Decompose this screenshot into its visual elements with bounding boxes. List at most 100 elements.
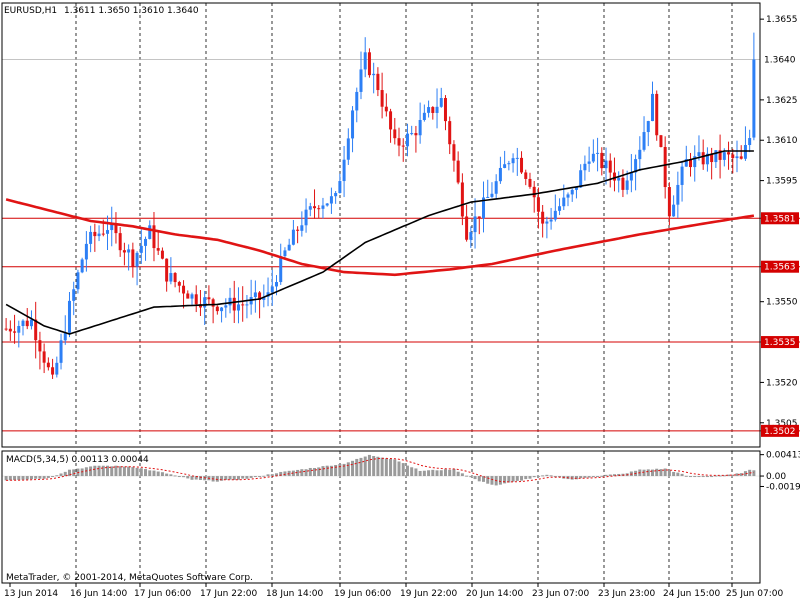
bear-candle (655, 93, 659, 136)
candles (4, 32, 756, 379)
bear-candle (173, 273, 177, 283)
bull-candle (638, 149, 642, 160)
macd-bar (34, 476, 38, 479)
bull-candle (494, 181, 498, 194)
macd-bar (127, 466, 131, 477)
bear-candle (296, 229, 300, 231)
bear-candle (13, 331, 17, 333)
macd-bar (13, 476, 17, 481)
time-tick-label: 17 Jun 06:00 (134, 589, 191, 599)
bull-candle (646, 121, 650, 133)
macd-bar (346, 462, 350, 477)
bull-candle (714, 150, 718, 163)
macd-bar (274, 473, 278, 477)
bear-candle (452, 144, 456, 161)
macd-bar (460, 473, 464, 477)
macd-bar (743, 471, 747, 477)
bull-candle (498, 167, 502, 182)
bear-candle (528, 178, 532, 187)
bull-candle (321, 205, 325, 209)
macd-bar (72, 469, 76, 477)
macd-bar (520, 476, 524, 481)
bull-candle (583, 163, 587, 171)
bull-candle (76, 272, 80, 290)
time-tick-label: 13 Jun 2014 (4, 589, 58, 599)
macd-bar (553, 476, 557, 478)
macd-bar (465, 475, 469, 477)
bear-candle (536, 197, 540, 212)
bear-candle (380, 90, 384, 107)
bull-candle (220, 307, 224, 312)
macd-bar (689, 476, 693, 478)
macd-bar (148, 470, 152, 477)
macd-bar (135, 467, 139, 477)
bear-candle (4, 328, 8, 330)
bull-candle (245, 304, 249, 306)
macd-bar (372, 456, 376, 477)
bull-candle (579, 170, 583, 188)
bull-candle (127, 249, 131, 253)
bear-candle (118, 233, 122, 251)
macd-bar (334, 465, 338, 477)
bull-candle (144, 238, 148, 246)
macd-bar (427, 470, 431, 477)
macd-bar (156, 471, 160, 477)
level-label: 1.3581 (764, 214, 796, 224)
bear-candle (477, 216, 481, 219)
horizontal-levels[interactable] (2, 217, 800, 432)
bull-candle (274, 282, 278, 287)
macd-bar (249, 476, 253, 478)
macd-bar (739, 473, 743, 477)
bear-candle (258, 292, 262, 300)
bear-candle (207, 297, 211, 300)
macd-bar (63, 471, 67, 477)
macd-bar (672, 471, 676, 477)
bull-candle (287, 244, 291, 251)
bull-candle (67, 300, 71, 333)
macd-bar (321, 466, 325, 477)
macd-bar (59, 473, 63, 477)
macd-bar (38, 476, 42, 479)
macd-bar (359, 457, 363, 477)
macd-bar (515, 476, 519, 481)
bear-candle (663, 146, 667, 188)
bull-candle (342, 159, 346, 182)
macd-bar (51, 476, 55, 478)
bull-candle (490, 193, 494, 197)
time-tick-label: 19 Jun 22:00 (400, 589, 457, 599)
macd-bar (397, 461, 401, 477)
bear-candle (8, 328, 12, 332)
bull-candle (59, 340, 63, 363)
bear-candle (194, 294, 198, 305)
macd-bar (160, 472, 164, 477)
bull-candle (422, 112, 426, 120)
bull-candle (511, 158, 515, 164)
bull-candle (329, 196, 333, 204)
bear-candle (659, 135, 663, 147)
time-tick-label: 23 Jun 07:00 (532, 589, 589, 599)
bull-candle (570, 189, 574, 195)
macd-bar (414, 468, 418, 477)
macd-bar (731, 474, 735, 477)
bull-candle (304, 209, 308, 226)
price-tick-label: 1.3550 (766, 298, 798, 308)
bear-candle (313, 206, 317, 209)
bull-candle (351, 110, 355, 139)
bull-candle (617, 177, 621, 181)
macd-bar (266, 474, 270, 477)
bull-candle (650, 93, 654, 122)
time-tick-label: 17 Jun 22:00 (200, 589, 257, 599)
macd-bar (21, 476, 25, 480)
macd-bar (503, 476, 507, 484)
level-label-box (761, 336, 799, 349)
time-tick-label: 18 Jun 14:00 (266, 589, 323, 599)
bull-candle (507, 163, 511, 165)
bull-candle (625, 180, 629, 190)
bull-candle (190, 294, 194, 299)
bull-candle (338, 181, 342, 193)
fast-moving-average (5, 150, 754, 335)
chart-frame (1, 2, 761, 584)
macd-bar (232, 476, 236, 480)
macd-bar (308, 467, 312, 477)
